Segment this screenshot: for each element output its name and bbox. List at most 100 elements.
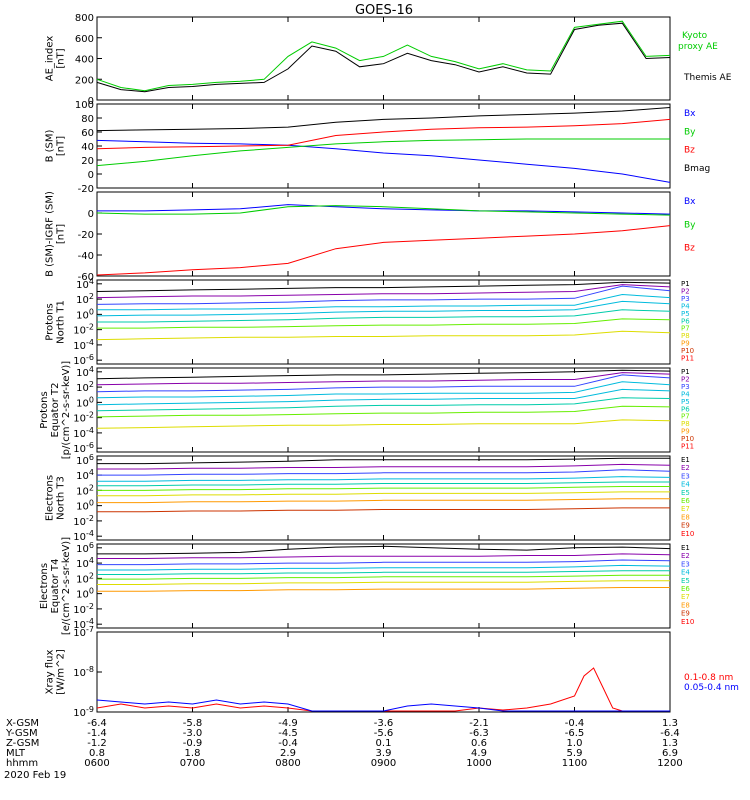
footer-value: -5.6	[374, 728, 394, 739]
series-line-e3	[97, 559, 671, 566]
y-tick-label: 10-6	[73, 353, 94, 367]
y-axis-label: Electrons	[45, 475, 56, 521]
y-tick-label: 10-4	[73, 426, 94, 440]
footer-value: -6.4	[87, 718, 107, 729]
y-tick-label: 10-6	[73, 441, 94, 455]
legend-entry: E10	[681, 530, 694, 538]
series-line-e8	[97, 498, 670, 504]
series-line-p8	[96, 330, 671, 341]
y-tick-label: 0	[88, 96, 94, 107]
series-line-p6	[96, 397, 671, 412]
legend-entry: P1	[681, 368, 690, 376]
legend-entry: P11	[681, 443, 694, 451]
legend-entry: proxy AE	[678, 42, 718, 52]
legend-entry: E1	[681, 456, 690, 464]
legend-entry: E6	[681, 585, 690, 593]
series-line-p4	[97, 293, 671, 311]
y-tick-label: 10-9	[73, 705, 94, 719]
footer-value: 5.9	[567, 748, 583, 759]
y-axis-label: Xray flux	[45, 650, 56, 695]
y-tick-label: 10-4	[73, 529, 94, 543]
legend-entry: By	[684, 220, 696, 230]
footer-value: 2.9	[280, 748, 296, 759]
y-tick-label: 102	[76, 571, 94, 585]
footer-value: -6.4	[660, 728, 680, 739]
footer-value: 3.9	[376, 748, 392, 759]
legend-entry: P4	[681, 390, 690, 398]
footer-value: 1.3	[662, 738, 678, 749]
y-tick-label: 104	[76, 468, 94, 482]
legend-entry: Themis AE	[683, 73, 732, 83]
footer-row-label: X-GSM	[6, 718, 39, 729]
series-line-bz	[96, 118, 671, 150]
series-line-bmag	[96, 107, 671, 132]
footer-value: -6.3	[469, 728, 489, 739]
footer-value: -6.5	[565, 728, 585, 739]
series-line-e8	[97, 587, 670, 592]
legend-entry: P4	[681, 302, 690, 310]
y-tick-label: 100	[76, 587, 94, 601]
legend-entry: P1	[681, 280, 690, 288]
series-line-p7	[97, 318, 671, 329]
legend-entry: P2	[681, 287, 690, 295]
y-tick-label: 106	[76, 541, 94, 555]
series-line-p6	[97, 309, 671, 323]
y-tick-label: 80	[81, 114, 94, 125]
orbit-footer: X-GSMY-GSMZ-GSMMLThhmm-6.4-1.4-1.20.8060…	[5, 718, 683, 769]
legend-entry: E5	[681, 577, 690, 585]
y-axis-label: [W/m^2]	[56, 649, 67, 695]
y-axis-label: North T3	[56, 476, 67, 520]
legend-entry: P9	[681, 428, 690, 436]
legend-entry: E4	[681, 481, 690, 489]
y-tick-label: 10-4	[73, 617, 94, 631]
y-tick-label: 102	[76, 483, 94, 497]
series-line-kyoto-proxy-ae	[96, 20, 671, 92]
y-tick-label: 400	[75, 55, 94, 66]
footer-value: -4.5	[278, 728, 298, 739]
series-line-p8	[96, 419, 671, 429]
y-tick-label: 100	[76, 307, 94, 321]
panel-frame	[96, 103, 671, 189]
series-line-by	[96, 138, 670, 167]
panel-2: -20 0 20 40 60 80 100 B (SM) [nT] Bx By Bz Bmag	[45, 100, 711, 195]
y-tick-label: 10-7	[73, 625, 94, 639]
legend-entry: E3	[681, 560, 690, 568]
legend-entry: E9	[681, 610, 690, 618]
legend-entry: P3	[681, 295, 690, 303]
series-line-e4	[97, 476, 671, 482]
legend-entry: E4	[681, 569, 690, 577]
footer-row-label: hhmm	[6, 758, 38, 769]
series-line-e1	[97, 457, 670, 465]
legend-entry: E9	[681, 522, 690, 530]
footer-value: 0700	[180, 758, 205, 769]
footer-row-label: Z-GSM	[6, 738, 39, 749]
y-tick-label: 102	[76, 380, 94, 394]
series-line-e2	[97, 553, 671, 559]
y-tick-label: 102	[76, 292, 94, 306]
legend-entry: E7	[681, 505, 690, 513]
footer-value: -1.2	[87, 738, 107, 749]
legend-entry: E2	[681, 464, 690, 472]
y-axis-label: [p/(cm^2-s-sr-keV)]	[61, 361, 72, 460]
y-axis-label: Equator T4	[50, 559, 61, 614]
series-line-e5	[97, 481, 670, 487]
legend-entry: 0.05-0.4 nm	[684, 683, 739, 693]
legend-entry: P11	[681, 355, 694, 363]
panel-frame	[96, 631, 671, 713]
series-line-e6	[97, 574, 670, 580]
legend-entry: P6	[681, 405, 690, 413]
footer-value: 0900	[371, 758, 396, 769]
y-axis-label: [nT]	[56, 136, 67, 156]
series-line-e5	[97, 570, 670, 575]
series-line-e3	[97, 469, 671, 476]
legend-entry: E7	[681, 593, 690, 601]
y-tick-label: 104	[76, 277, 94, 291]
legend-entry: E6	[681, 497, 690, 505]
legend-entry: E10	[681, 618, 694, 626]
y-tick-label: 104	[76, 556, 94, 570]
series-line-e9	[97, 507, 670, 513]
series-line-e2	[97, 463, 671, 470]
legend-entry: P5	[681, 310, 690, 318]
